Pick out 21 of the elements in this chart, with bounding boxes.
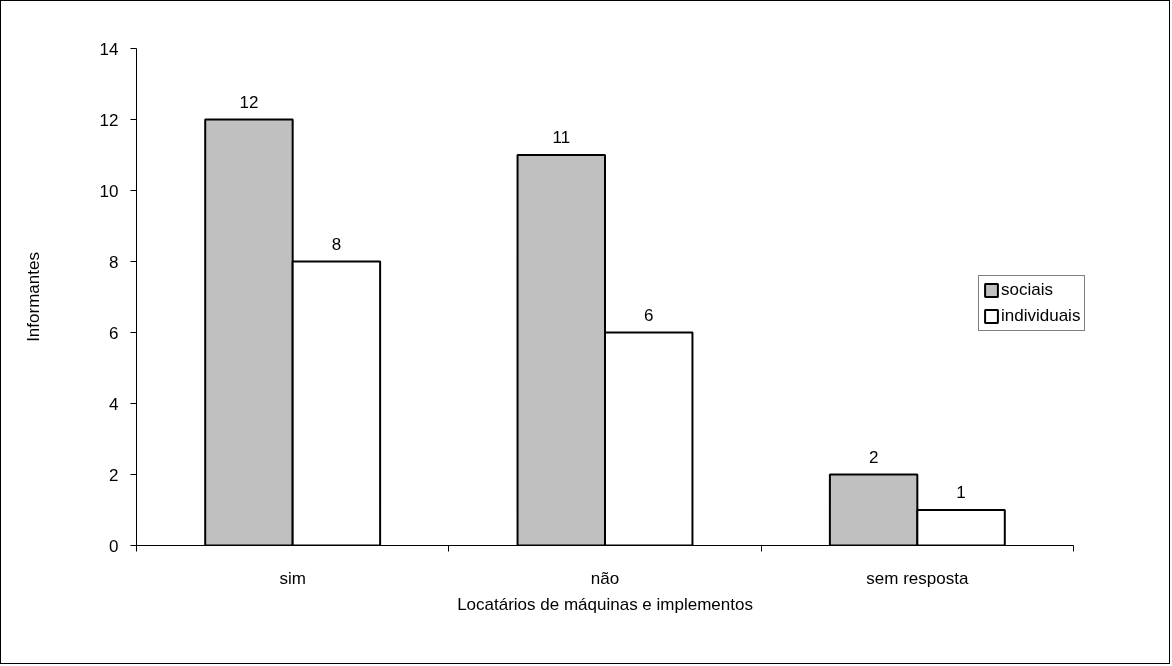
data-label: 8: [331, 234, 342, 254]
y-tick-label: 8: [109, 252, 119, 272]
legend-label: individuais: [1001, 305, 1081, 326]
data-label: 1: [956, 483, 966, 502]
y-tick-label: 0: [109, 536, 119, 556]
y-tick-label: 12: [99, 110, 119, 130]
y-tick-label: 14: [99, 39, 119, 59]
y-tick-label: 4: [109, 394, 119, 414]
y-tick-label: 10: [99, 181, 119, 201]
data-label: 12: [239, 92, 259, 112]
x-tick-label: sim: [279, 568, 306, 588]
x-tick-label: sem resposta: [866, 568, 969, 588]
y-tick-label: 6: [109, 323, 119, 343]
x-axis-title: Locatários de máquinas e implementos: [457, 594, 753, 614]
data-label: 6: [644, 305, 654, 325]
data-label: 11: [552, 128, 571, 147]
data-label: 2: [868, 447, 879, 467]
y-axis-title: Informantes: [23, 252, 43, 342]
y-tick-label: 2: [109, 465, 119, 485]
legend-label: sociais: [1001, 279, 1053, 300]
x-tick-label: não: [590, 568, 620, 588]
